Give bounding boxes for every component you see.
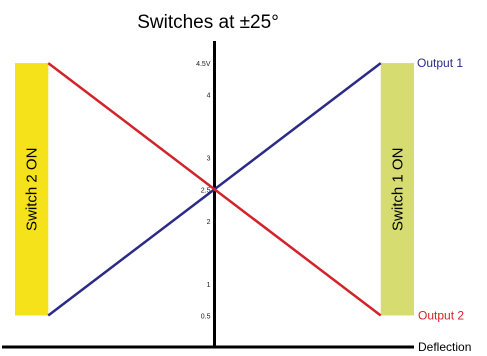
switch-1-label: Switch 1 ON [389,148,406,231]
series-label-output-2: Output 2 [418,308,464,322]
switch-2-label: Switch 2 ON [24,148,41,231]
series-line-output-2 [47,62,382,317]
y-tick-label: 4.5V [196,61,211,68]
y-tick-label: 1 [207,282,211,289]
y-tick-label: 0.5 [201,313,211,320]
switch-1-band [380,63,414,316]
x-axis-label: Deflection [418,340,471,354]
y-tick-label: 2 [207,219,211,226]
series-label-output-1: Output 1 [417,56,463,70]
y-tick-label: 3 [207,156,211,163]
y-tick-label: 2.5 [201,187,211,194]
y-tick-labels: 0.5 1 2 2.5 3 4 4.5V [196,61,211,320]
switch-2-band [15,63,49,316]
y-tick-label: 4 [207,93,211,100]
chart-title: Switches at ±25° [137,12,279,33]
